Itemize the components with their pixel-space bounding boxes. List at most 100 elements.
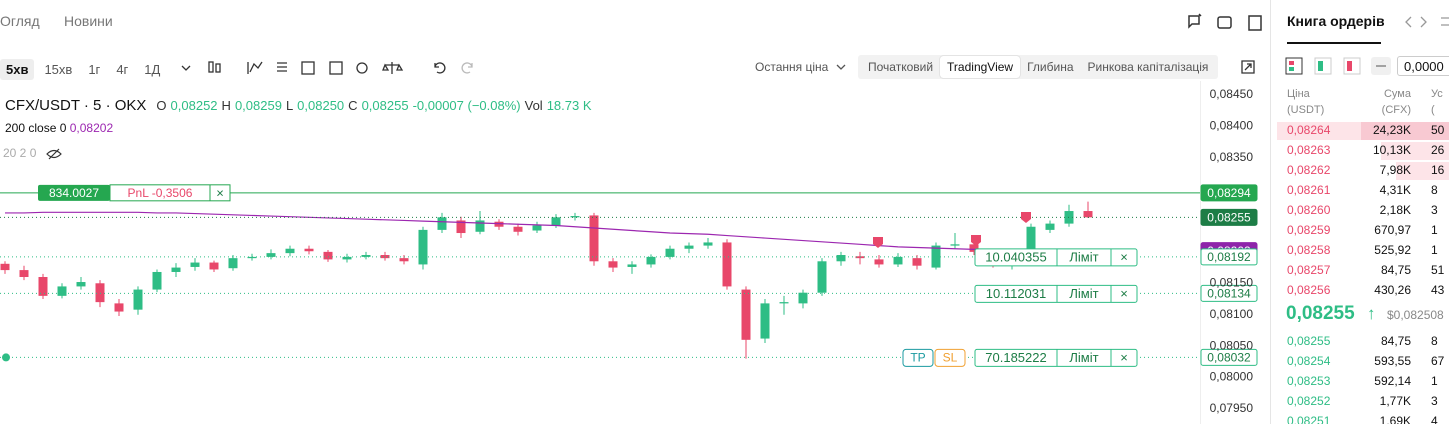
expand-icon[interactable]: [1240, 59, 1256, 75]
price-label-box: [1200, 208, 1258, 226]
candle-body: [665, 248, 675, 257]
position-close[interactable]: ×: [216, 185, 224, 200]
mid-usd: $0,082508: [1387, 308, 1444, 322]
candle-body: [399, 258, 409, 262]
ob-row: 0,08264 24,23K 50: [1271, 120, 1449, 140]
ob-amount: 2,18K: [1379, 203, 1411, 217]
top-icons[interactable]: [1185, 12, 1265, 34]
order-book: Книга ордерів 0,0000 Ціна (USDT) Сума (CFX)…: [1270, 0, 1449, 424]
ohlc-value: 0,08255: [361, 98, 409, 113]
candle-body: [760, 303, 770, 339]
order-tag[interactable]: SL: [943, 351, 958, 365]
candle-body: [532, 225, 542, 231]
candle-body: [684, 245, 694, 249]
price-label-box: [1200, 248, 1258, 266]
ob-row: 0,08261 4,31K 8: [1271, 180, 1449, 200]
ob-amount: 24,23K: [1372, 123, 1411, 137]
order-close[interactable]: ×: [1120, 286, 1128, 301]
ohlc-key: L: [285, 98, 294, 113]
view-tab[interactable]: Початковий: [868, 60, 934, 74]
candle-body: [1045, 223, 1055, 230]
ob-total: 4: [1431, 414, 1438, 424]
ob-view-icons[interactable]: [1285, 56, 1395, 76]
ob-amount: 10,13K: [1372, 143, 1411, 157]
ob-title[interactable]: Книга ордерів: [1287, 13, 1385, 29]
symbol[interactable]: CFX/USDT · 5 · OKX: [5, 97, 147, 114]
ma-label: 200 close 0: [5, 121, 67, 135]
candle-body: [570, 216, 580, 218]
order-qty: 70.185222: [985, 350, 1046, 365]
view-tab[interactable]: TradingView: [940, 56, 1021, 78]
candle-body: [741, 289, 751, 340]
position-qty-box: [38, 184, 110, 201]
ob-row: 0,08252 1,77K 3: [1271, 391, 1449, 411]
price-mode[interactable]: Остання ціна: [755, 60, 829, 74]
ohlc-key: C: [348, 98, 358, 113]
tab-underline: [1287, 42, 1381, 44]
extra: 20 2 0: [3, 146, 37, 160]
timeframe[interactable]: 4г: [116, 62, 129, 77]
ob-total: 8: [1431, 334, 1438, 348]
order-close[interactable]: ×: [1120, 249, 1128, 264]
tool-icons[interactable]: [180, 58, 480, 78]
y-tick-label: 0,08400: [1210, 118, 1254, 132]
ma-line: [5, 211, 1088, 252]
ob-row: 0,08263 10,13K 26: [1271, 140, 1449, 160]
view-tab[interactable]: Ринкова капіталізація: [1087, 60, 1209, 74]
ob-amount: 525,92: [1374, 243, 1411, 257]
candle-body: [551, 217, 561, 226]
price-label: 0,08294: [1207, 186, 1251, 200]
depth-bar: [1361, 122, 1449, 140]
candle-body: [437, 217, 447, 230]
order-tag[interactable]: TP: [910, 351, 925, 365]
ma-legend: 200 close 0 0,08202: [5, 121, 113, 135]
candle-body: [817, 261, 827, 293]
ohlc-value: 0,08252: [170, 98, 218, 113]
timeframe[interactable]: 1г: [88, 62, 101, 77]
order-type: Ліміт: [1069, 350, 1098, 365]
order-box: [974, 284, 1138, 303]
ob-price: 0,08261: [1287, 183, 1331, 197]
price-label: 0,08255: [1207, 210, 1251, 224]
ob-row: 0,08254 593,55 67: [1271, 351, 1449, 371]
ob-total: 50: [1431, 123, 1445, 137]
ob-input[interactable]: 0,0000: [1397, 56, 1449, 76]
vol-key: Vol: [524, 98, 543, 113]
y-tick-label: 0,08450: [1210, 87, 1254, 101]
candle-body: [608, 261, 618, 268]
y-tick-label: 0,08150: [1210, 275, 1254, 289]
nav-tab[interactable]: Новини: [64, 13, 113, 29]
timeframe[interactable]: 5хв: [0, 59, 35, 80]
candle-body: [912, 258, 922, 266]
timeframe[interactable]: 15хв: [44, 62, 73, 77]
ob-price: 0,08262: [1287, 163, 1331, 177]
y-tick-label: 0,08350: [1210, 150, 1254, 164]
y-tick-label: 0,08050: [1210, 338, 1254, 352]
order-close[interactable]: ×: [1120, 350, 1128, 365]
timeframes: 5хв 15хв 1г 4г 1Д: [0, 59, 170, 80]
order-qty: 10.112031: [986, 286, 1047, 301]
ob-price: 0,08264: [1287, 123, 1331, 137]
chevron[interactable]: [835, 62, 847, 72]
eye-icon[interactable]: [45, 148, 62, 160]
ob-price: 0,08256: [1287, 283, 1331, 297]
change: -0,00007 (−0.08%): [412, 98, 521, 113]
y-tick-label: 0,08100: [1210, 307, 1254, 321]
candle-body: [38, 277, 48, 296]
timeframe[interactable]: 1Д: [144, 62, 161, 77]
mid-arrow: ↑: [1367, 304, 1376, 323]
ob-nav-icons[interactable]: [1403, 14, 1449, 30]
candle-body: [95, 283, 105, 303]
ohlc-key: O: [156, 98, 167, 113]
ob-row: 0,08258 525,92 1: [1271, 240, 1449, 260]
order-handle: [2, 353, 10, 362]
candle-body: [722, 242, 732, 287]
ob-amount: 593,55: [1374, 354, 1411, 368]
nav-tab[interactable]: Огляд: [0, 13, 40, 29]
order-type: Ліміт: [1069, 286, 1098, 301]
view-tab[interactable]: Глибина: [1027, 60, 1074, 74]
ob-total: 51: [1431, 263, 1445, 277]
depth-bar: [1396, 162, 1449, 180]
column-header: (CFX): [1381, 104, 1411, 116]
ob-price: 0,08260: [1287, 203, 1331, 217]
